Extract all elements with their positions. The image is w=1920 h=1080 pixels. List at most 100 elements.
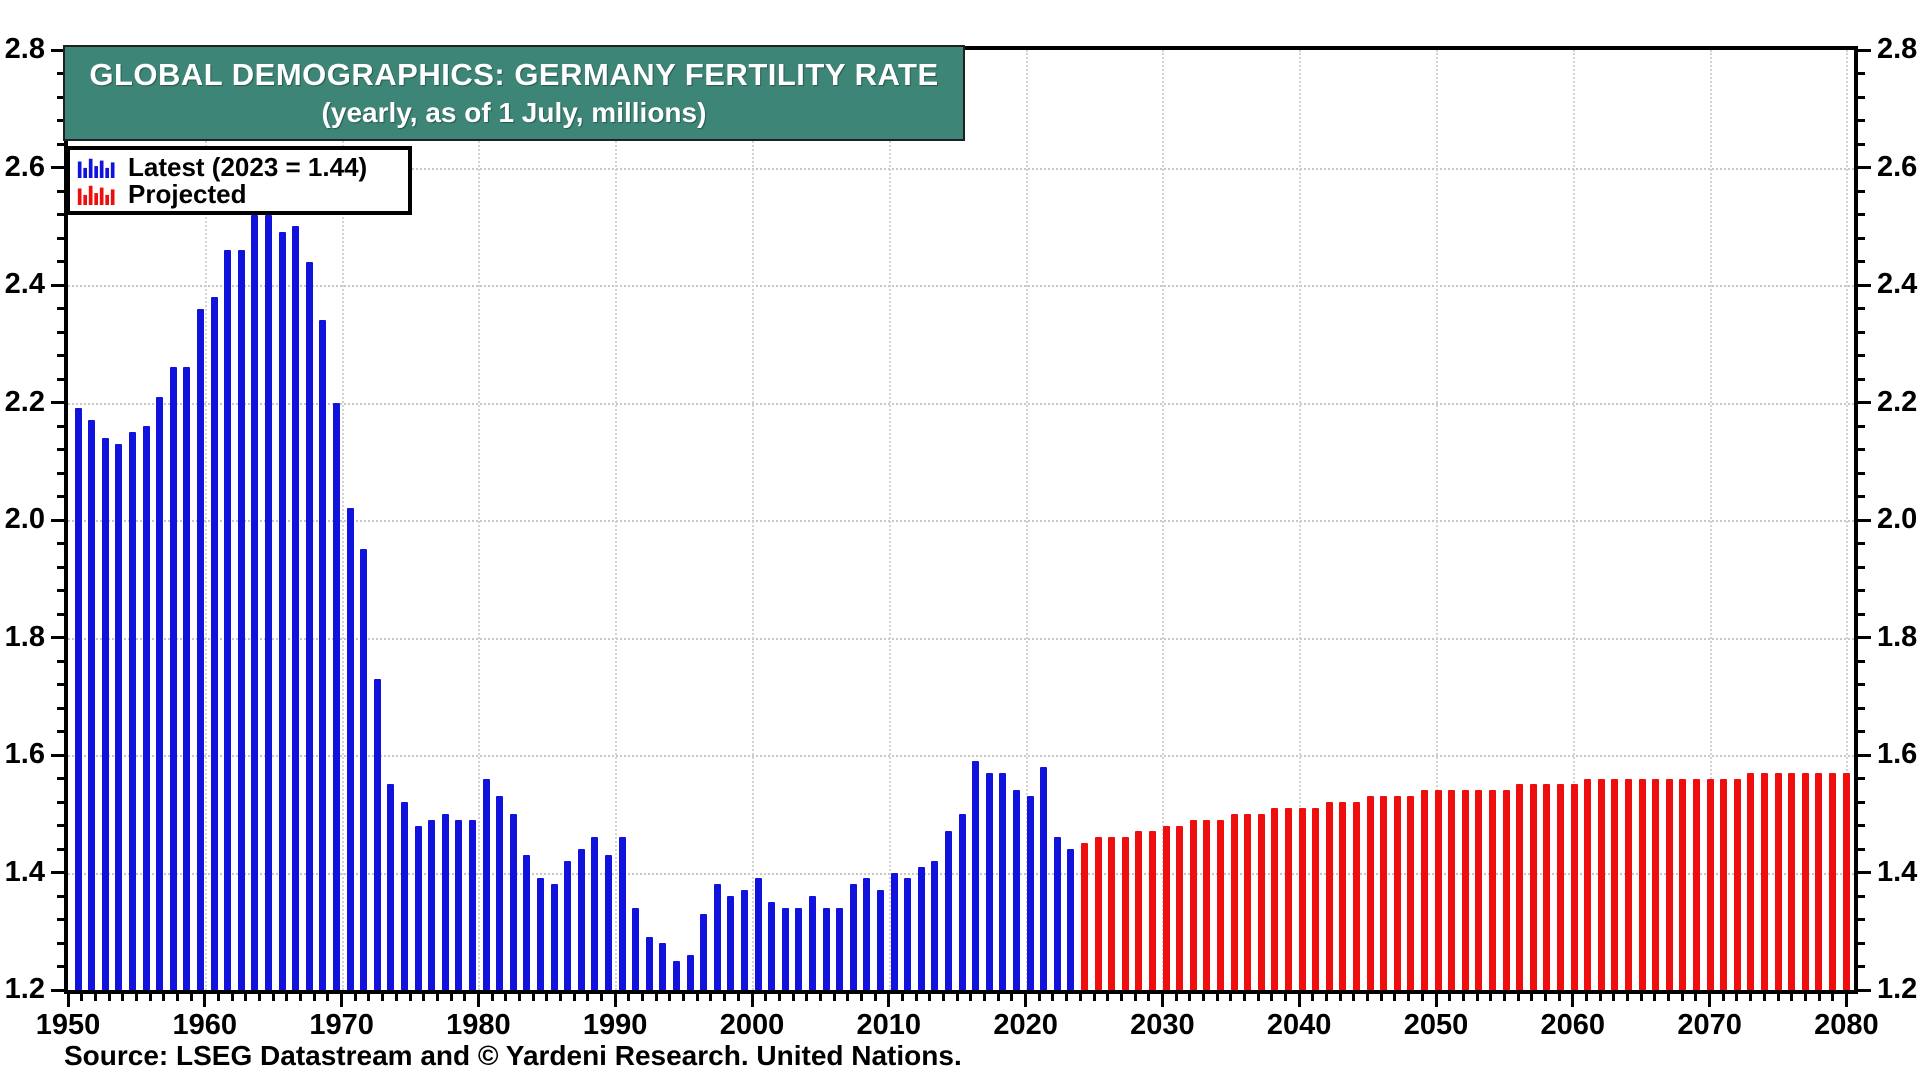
bar-2080 [1842,772,1850,990]
x-tick [1817,994,1821,1001]
x-tick [1407,994,1411,1001]
y-tick-right [1858,753,1871,757]
x-axis-label: 1990 [582,1009,648,1041]
x-tick [285,994,289,1001]
bar-2001 [768,901,776,990]
x-tick [1639,994,1643,1001]
x-axis-label: 2050 [1403,1009,1469,1041]
y-tick-left [57,542,64,545]
bar-2050 [1434,790,1442,990]
y-tick-right [1858,142,1865,146]
y-axis-label-left: 2.4 [4,268,45,300]
bar-2053 [1475,790,1483,990]
v-gridline [1299,50,1302,990]
legend-item-projected: Projected [76,180,400,207]
y-tick-left [57,142,64,146]
x-tick [1325,994,1329,1001]
bar-2010 [890,872,898,990]
y-tick-left [57,730,64,733]
bar-2016 [972,760,980,990]
bar-1956 [156,396,164,990]
plot-inner [68,50,1854,990]
bar-2026 [1108,837,1116,990]
x-tick [777,994,781,1001]
y-tick-right [1858,988,1871,992]
bar-2064 [1624,778,1632,990]
bar-1969 [332,402,340,990]
bar-2069 [1692,778,1700,990]
x-tick [1078,994,1082,1001]
bar-2070 [1706,778,1714,990]
y-tick-left [57,307,64,310]
bar-1998 [727,896,735,990]
x-tick [1024,994,1028,1007]
bar-1960 [210,296,218,990]
y-tick-right [1858,565,1865,569]
x-tick [736,994,740,1001]
y-tick-left [57,965,64,968]
bar-1967 [305,261,313,990]
bar-2052 [1461,790,1469,990]
bar-2024 [1080,843,1088,990]
x-tick [1831,994,1835,1001]
y-axis-label-left: 2.2 [4,385,45,418]
bar-1979 [468,819,476,990]
x-tick [1092,994,1096,1001]
bar-2029 [1148,831,1156,990]
x-tick [613,994,617,1007]
y-tick-right [1858,236,1865,240]
x-tick [1653,994,1657,1001]
x-tick [586,994,590,1001]
y-tick-left [51,401,64,404]
x-tick [1201,994,1205,1001]
x-tick [1270,994,1274,1001]
x-tick [942,994,946,1001]
bar-2033 [1203,819,1211,990]
bar-2042 [1325,802,1333,990]
x-tick [271,994,275,1001]
y-tick-right [1858,283,1871,287]
bar-1963 [251,214,259,990]
y-axis-label-right: 1.2 [1877,973,1918,1005]
y-tick-left [57,213,64,216]
x-tick [1010,994,1014,1001]
bar-2073 [1747,772,1755,990]
bar-1991 [632,907,640,990]
x-tick [531,994,535,1001]
x-tick [422,994,426,1001]
bar-1993 [659,943,667,990]
bar-2025 [1094,837,1102,990]
y-tick-right [1858,189,1865,193]
x-tick [1803,994,1807,1001]
plot-area [64,46,1858,994]
x-tick [914,994,918,1001]
x-axis-label: 2070 [1677,1009,1742,1041]
bar-2015 [958,813,966,990]
y-tick-right [1858,683,1865,686]
x-axis-label: 2040 [1266,1009,1332,1041]
x-tick [1051,994,1055,1001]
h-gridline [68,755,1854,757]
x-tick [1215,994,1219,1001]
bar-2054 [1488,790,1496,990]
x-tick [1762,994,1766,1001]
x-tick [381,994,385,1001]
bar-1957 [169,367,177,990]
y-tick-right [1858,72,1865,75]
bar-2030 [1162,825,1170,990]
x-axis-label: 2080 [1814,1009,1879,1041]
bar-2045 [1366,796,1374,990]
bar-2067 [1665,778,1673,990]
bar-2071 [1720,778,1728,990]
bar-2008 [863,878,871,990]
bar-2013 [931,860,939,990]
bar-2049 [1420,790,1428,990]
x-tick [1844,994,1848,1007]
bar-1958 [183,367,191,990]
v-gridline [615,50,618,990]
y-tick-right [1858,377,1865,381]
x-tick [66,994,70,1007]
bar-1964 [264,214,272,990]
x-axis-label: 2010 [856,1009,922,1041]
